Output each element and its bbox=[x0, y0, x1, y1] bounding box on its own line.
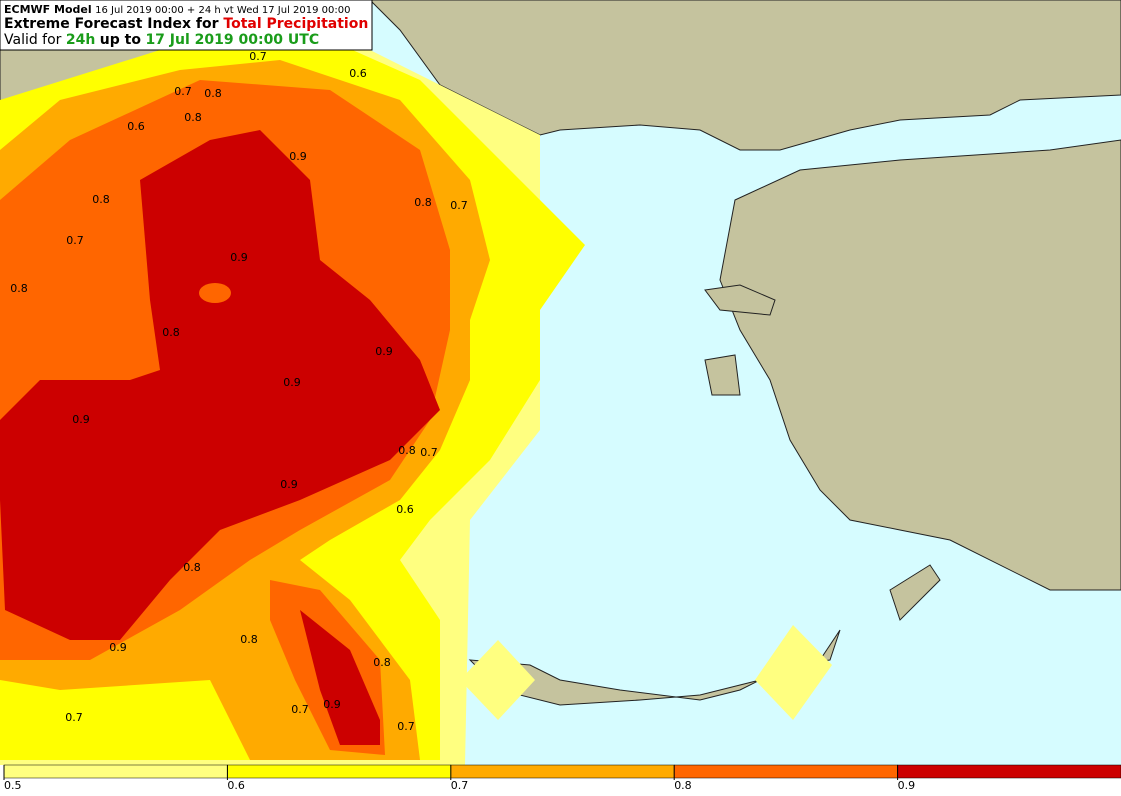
colorbar-swatch bbox=[227, 764, 452, 779]
contour-label: 0.8 bbox=[183, 561, 201, 574]
contour-label: 0.9 bbox=[230, 251, 248, 264]
contour-label: 0.7 bbox=[249, 50, 267, 63]
colorbar-swatch bbox=[673, 764, 898, 779]
valid: up to bbox=[100, 32, 142, 48]
land bbox=[468, 629, 841, 706]
title: Extreme Forecast Index for bbox=[4, 16, 219, 32]
efi-area bbox=[755, 625, 832, 720]
contour-label: 0.7 bbox=[397, 720, 415, 733]
parameter: Total Precipitation bbox=[223, 16, 368, 32]
run: 16 Jul 2019 00:00 + 24 h vt Wed 17 Jul 2… bbox=[95, 5, 350, 16]
model: ECMWF Model bbox=[4, 3, 92, 16]
colorbar-label: 0.5 bbox=[4, 779, 22, 792]
contour-label: 0.8 bbox=[92, 193, 110, 206]
colorbar-swatch bbox=[3, 764, 228, 779]
contour-label: 0.8 bbox=[162, 326, 180, 339]
land bbox=[889, 564, 941, 621]
land bbox=[704, 354, 741, 396]
valid-time: 17 Jul 2019 00:00 UTC bbox=[145, 32, 319, 48]
contour-label: 0.7 bbox=[174, 85, 192, 98]
contour-label: 0.7 bbox=[420, 446, 438, 459]
contour-label: 0.9 bbox=[283, 376, 301, 389]
period: 24h bbox=[66, 32, 95, 48]
contour-label: 0.7 bbox=[65, 711, 83, 724]
header-line: Valid for 24h up to 17 Jul 2019 00:00 UT… bbox=[4, 32, 319, 48]
contour-label: 0.6 bbox=[127, 120, 145, 133]
contour-label: 0.9 bbox=[323, 698, 341, 711]
efi-area bbox=[199, 283, 231, 303]
header-line: Extreme Forecast Index for Total Precipi… bbox=[4, 16, 368, 32]
colorbar-label: 0.9 bbox=[898, 779, 916, 792]
contour-label: 0.8 bbox=[398, 444, 416, 457]
colorbar-label: 0.8 bbox=[674, 779, 692, 792]
contour-label: 0.6 bbox=[396, 503, 414, 516]
land bbox=[704, 284, 776, 316]
colorbar-swatch bbox=[450, 764, 675, 779]
contour-label: 0.7 bbox=[291, 703, 309, 716]
contour-label: 0.8 bbox=[373, 656, 391, 669]
efi-area bbox=[0, 130, 440, 640]
contour-label: 0.9 bbox=[109, 641, 127, 654]
contour-label: 0.8 bbox=[414, 196, 432, 209]
valid: Valid for bbox=[4, 32, 62, 48]
contour-label: 0.7 bbox=[450, 199, 468, 212]
contour-label: 0.9 bbox=[289, 150, 307, 163]
colorbar-label: 0.6 bbox=[227, 779, 245, 792]
header-line: ECMWF Model 16 Jul 2019 00:00 + 24 h vt … bbox=[4, 3, 350, 16]
contour-label: 0.9 bbox=[280, 478, 298, 491]
contour-label: 0.8 bbox=[240, 633, 258, 646]
colorbar-label: 0.7 bbox=[451, 779, 469, 792]
efi-shading bbox=[0, 40, 832, 765]
efi-area bbox=[300, 610, 380, 745]
contour-label: 0.7 bbox=[66, 234, 84, 247]
header-box bbox=[0, 0, 373, 51]
contour-label: 0.6 bbox=[349, 67, 367, 80]
contour-label: 0.8 bbox=[204, 87, 222, 100]
contour-label: 0.9 bbox=[375, 345, 393, 358]
colorbar-swatch bbox=[897, 764, 1121, 779]
contour-label: 0.9 bbox=[72, 413, 90, 426]
contour-label: 0.8 bbox=[10, 282, 28, 295]
contour-label: 0.8 bbox=[184, 111, 202, 124]
land bbox=[719, 139, 1121, 591]
efi-area bbox=[460, 640, 535, 720]
